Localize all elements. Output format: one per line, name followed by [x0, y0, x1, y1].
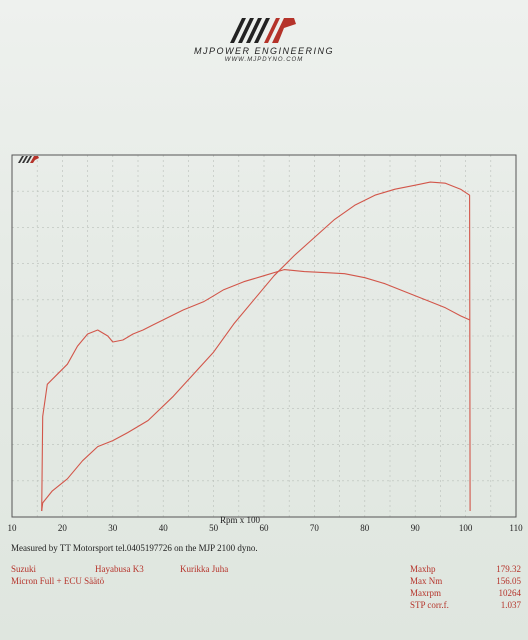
brand-url: www.mjpdyno.com — [224, 57, 304, 63]
model-text: Hayabusa K3 — [95, 564, 144, 574]
x-axis-ticks: 10 20 30 40 50 60 70 80 90 100 110 — [8, 523, 524, 533]
chart-series — [41, 181, 471, 512]
operator-text: Kurikka Juha — [180, 564, 229, 574]
setup-text: Micron Full + ECU Säätö — [11, 576, 105, 586]
x-tick-label: 100 — [459, 523, 473, 533]
stat-value-maxhp: 179.32 — [496, 564, 521, 574]
x-tick-label: 80 — [360, 523, 370, 533]
stat-label-stp: STP corr.f. — [410, 600, 449, 610]
make-text: Suzuki — [11, 564, 37, 574]
x-tick-label: 20 — [58, 523, 68, 533]
x-tick-label: 40 — [159, 523, 169, 533]
brand-header: MJPower Engineering www.mjpdyno.com — [0, 14, 528, 63]
chart-grid — [12, 155, 516, 517]
x-tick-label: 50 — [209, 523, 219, 533]
stat-label-maxrpm: Maxrpm — [410, 588, 441, 598]
x-tick-label: 30 — [108, 523, 118, 533]
x-axis-label: Rpm x 100 — [220, 515, 261, 525]
x-tick-label: 60 — [260, 523, 270, 533]
measured-by-text: Measured by TT Motorsport tel.0405197726… — [11, 543, 258, 553]
stat-label-maxhp: Maxhp — [410, 564, 436, 574]
plot-frame — [11, 154, 517, 518]
stat-value-stp: 1.037 — [500, 600, 521, 610]
x-tick-label: 90 — [411, 523, 421, 533]
x-tick-label: 110 — [509, 523, 523, 533]
x-tick-label: 70 — [310, 523, 320, 533]
corner-logo — [18, 156, 39, 163]
mjp-logo-icon — [230, 18, 296, 43]
brand-name: MJPower Engineering — [193, 46, 334, 56]
x-tick-label: 10 — [8, 523, 18, 533]
stat-value-maxrpm: 10264 — [498, 588, 522, 598]
stat-value-maxnm: 156.05 — [496, 576, 521, 586]
stat-label-maxnm: Max Nm — [410, 576, 443, 586]
dyno-chart: 10 20 30 40 50 60 70 80 90 100 110 Rpm x 100 — [8, 154, 524, 533]
series-line-1 — [41, 269, 470, 512]
series-line-2 — [41, 181, 471, 512]
